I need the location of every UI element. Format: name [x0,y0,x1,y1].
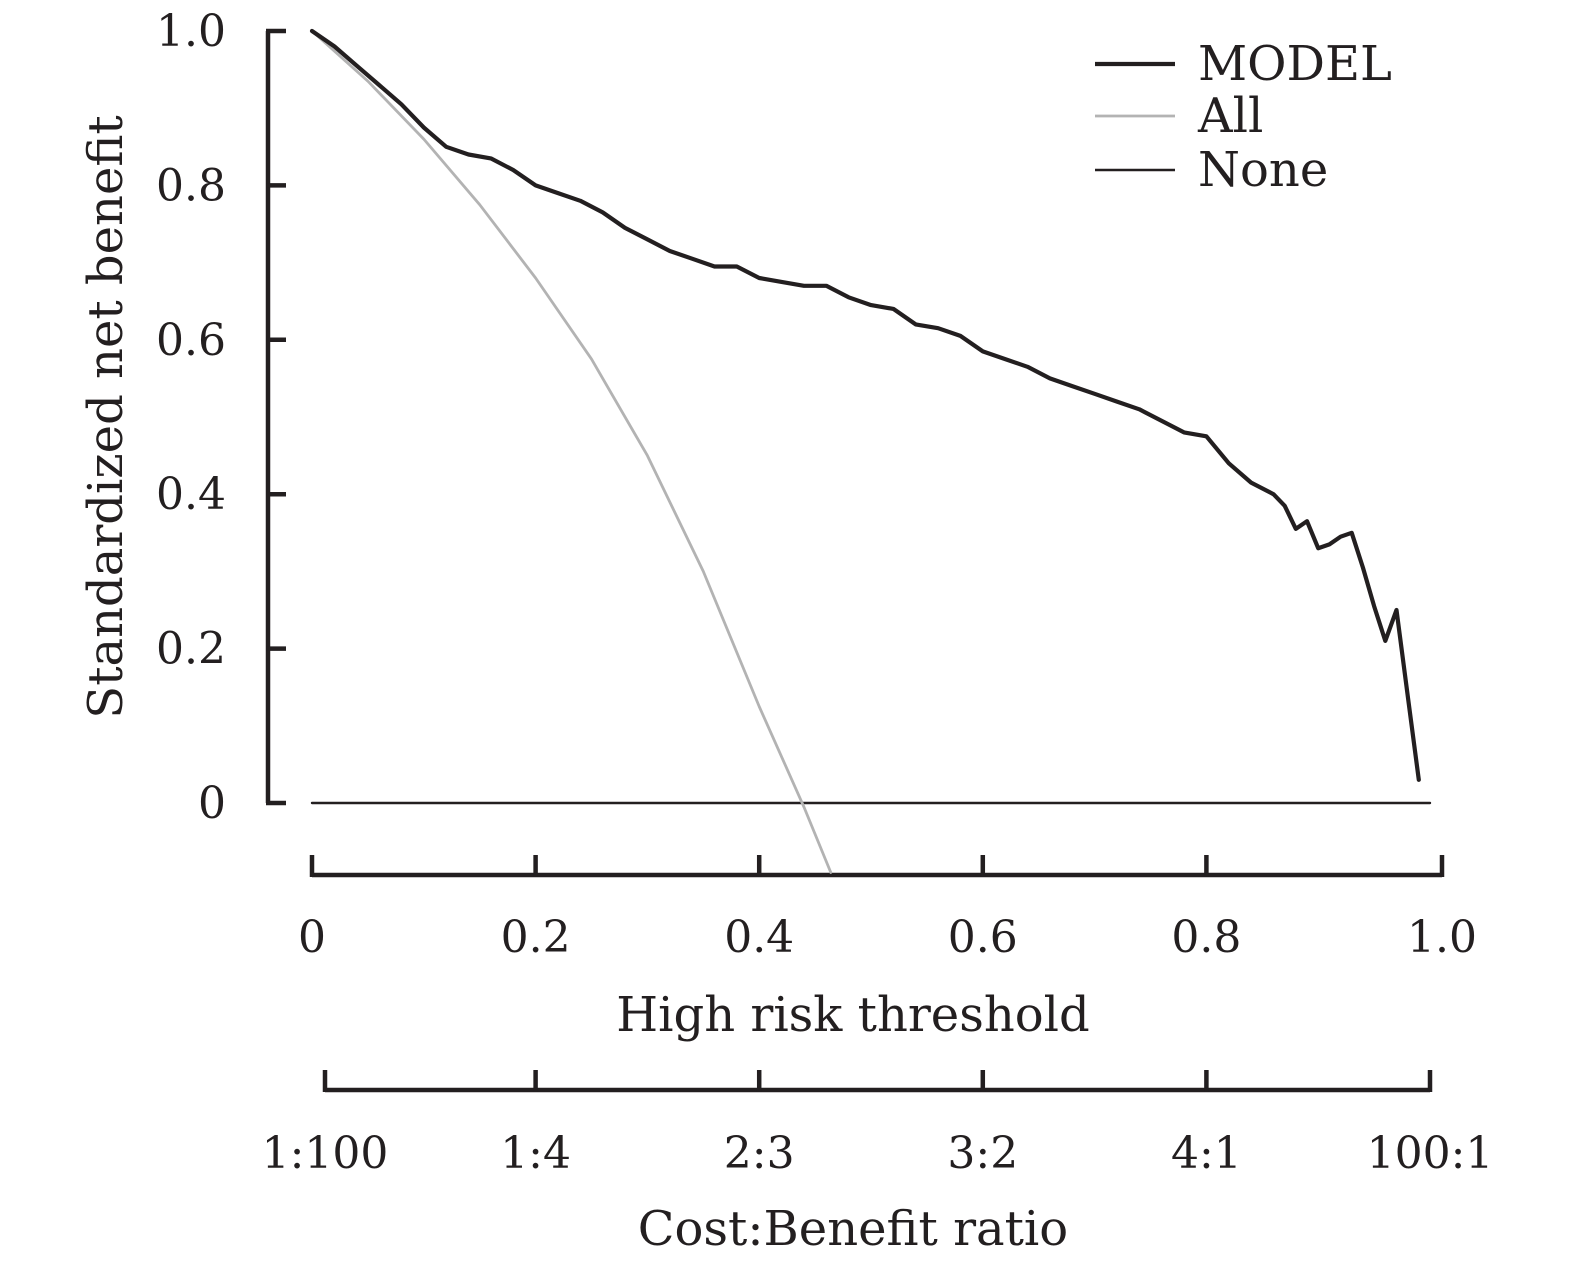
legend-label-all: All [1197,88,1263,144]
y-tick-label: 0.8 [156,160,226,211]
x-axis: 0 0.2 0.4 0.6 0.8 1.0 [298,855,1477,963]
legend-label-model: MODEL [1198,36,1392,92]
cost-benefit-axis-title: Cost:Benefit ratio [638,1201,1068,1257]
y-tick-label: 0.4 [156,469,226,520]
cost-benefit-tick-label: 1:100 [262,1128,389,1179]
y-tick-label: 0.2 [156,624,226,675]
y-tick-label: 0 [198,778,226,829]
x-tick-label: 0.6 [948,912,1018,963]
series-line-all [310,29,833,874]
series-line-model [309,28,1421,782]
x-tick-label: 0.4 [724,912,794,963]
x-tick-label: 1.0 [1407,912,1477,963]
y-tick-label: 1.0 [156,6,226,57]
cost-benefit-tick-label: 4:1 [1171,1128,1242,1179]
cost-benefit-axis: 1:100 1:4 2:3 3:2 4:1 100:1 [262,1070,1494,1179]
cost-benefit-tick-label: 1:4 [500,1128,571,1179]
y-axis-title: Standardized net benefit [78,115,134,718]
cost-benefit-tick-label: 100:1 [1367,1128,1494,1179]
x-tick-label: 0 [298,912,326,963]
x-tick-label: 0.8 [1171,912,1241,963]
legend-label-none: None [1198,142,1328,198]
plot-lines [309,28,1432,874]
y-axis: 0 0.2 0.4 0.6 0.8 1.0 [156,6,286,829]
x-axis-title: High risk threshold [616,987,1089,1043]
cost-benefit-tick-label: 2:3 [724,1128,795,1179]
y-tick-label: 0.6 [156,315,226,366]
cost-benefit-tick-label: 3:2 [947,1128,1018,1179]
x-tick-label: 0.2 [501,912,571,963]
